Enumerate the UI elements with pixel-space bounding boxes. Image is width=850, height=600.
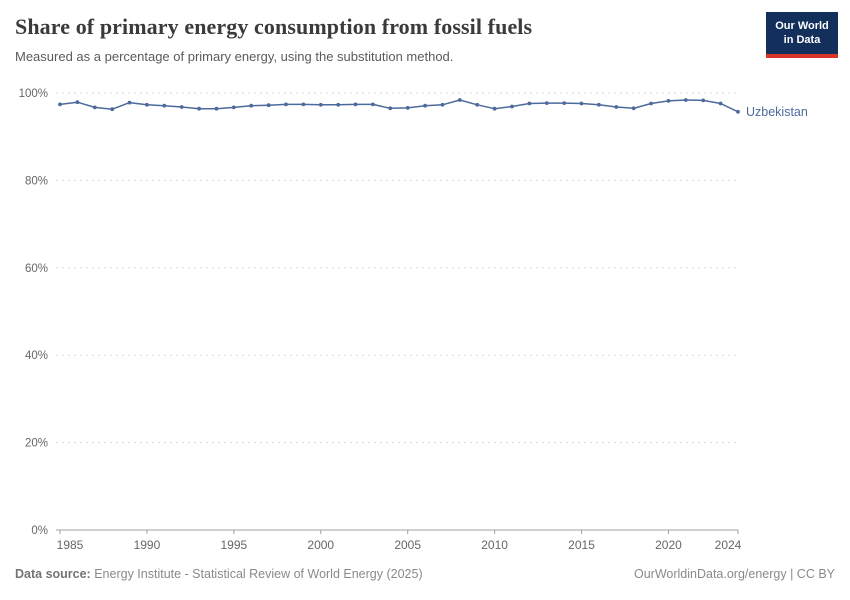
logo-line1: Our World (775, 20, 829, 32)
data-point[interactable] (666, 99, 671, 103)
x-axis-label: 2000 (307, 538, 334, 552)
data-line[interactable] (59, 99, 739, 113)
y-axis-label: 0% (31, 525, 48, 537)
data-point[interactable] (371, 102, 375, 107)
x-axis-label: 2020 (655, 538, 682, 552)
data-point[interactable] (579, 101, 584, 106)
data-point[interactable] (336, 102, 341, 107)
data-point[interactable] (75, 100, 80, 105)
data-point[interactable] (266, 103, 271, 108)
data-point[interactable] (405, 106, 410, 110)
x-axis-label: 1985 (57, 538, 84, 552)
x-axis-label: 2024 (715, 538, 742, 552)
data-point[interactable] (736, 109, 740, 114)
page-title: Share of primary energy consumption from… (15, 14, 533, 39)
data-point[interactable] (457, 98, 462, 102)
data-point[interactable] (92, 105, 97, 110)
data-point[interactable] (527, 101, 532, 106)
data-point[interactable] (162, 103, 167, 108)
footer-license-link[interactable]: OurWorldinData.org/energy | CC BY (633, 567, 835, 581)
data-point[interactable] (475, 102, 480, 107)
data-point[interactable] (179, 105, 184, 109)
data-source: Data source: Energy Institute - Statisti… (15, 567, 423, 581)
data-point[interactable] (249, 103, 254, 108)
chart-subtitle: Measured as a percentage of primary ener… (15, 49, 454, 64)
data-point[interactable] (284, 102, 288, 107)
data-point[interactable] (544, 101, 549, 105)
series-label: Uzbekistan (746, 105, 808, 119)
data-point[interactable] (631, 106, 636, 111)
data-point[interactable] (597, 102, 601, 107)
data-point[interactable] (683, 98, 688, 102)
data-point[interactable] (718, 101, 723, 106)
x-axis-label: 1990 (134, 538, 161, 552)
data-point[interactable] (145, 102, 149, 107)
data-point[interactable] (353, 102, 358, 107)
logo-line2: in Data (783, 34, 821, 47)
data-point[interactable] (214, 106, 219, 111)
y-axis-label: 40% (25, 350, 48, 362)
y-axis-label: 100% (19, 88, 48, 100)
data-point[interactable] (440, 102, 445, 107)
line-chart[interactable]: 0% 20% 40% 60% 80% 100% 1985 1990 1995 2000 2005 20… (0, 0, 850, 560)
data-point[interactable] (231, 105, 236, 110)
data-source-text: Energy Institute - Statistical Review of… (94, 567, 423, 581)
x-axis-label: 1995 (220, 538, 247, 552)
data-point[interactable] (127, 100, 132, 105)
data-point[interactable] (301, 102, 306, 107)
data-point[interactable] (614, 105, 619, 109)
data-point[interactable] (58, 102, 62, 107)
chart-footer: Data source: Energy Institute - Statisti… (15, 567, 835, 581)
data-point[interactable] (388, 106, 393, 111)
data-point[interactable] (423, 103, 427, 108)
y-axis-label: 20% (25, 438, 48, 450)
data-source-label: Data source: (15, 567, 91, 581)
data-point[interactable] (510, 104, 514, 109)
data-point[interactable] (197, 106, 202, 111)
x-axis-label: 2005 (394, 538, 421, 552)
x-axis-label: 2015 (568, 538, 595, 552)
data-point[interactable] (701, 98, 706, 103)
data-point[interactable] (318, 102, 323, 107)
y-axis-label: 80% (25, 175, 48, 187)
y-axis-label: 60% (25, 263, 48, 275)
data-point[interactable] (562, 101, 567, 105)
data-point[interactable] (649, 101, 653, 106)
owid-logo[interactable]: Our World in Data (766, 12, 838, 58)
x-axis-label: 2010 (481, 538, 508, 552)
data-point[interactable] (492, 106, 497, 111)
data-point[interactable] (110, 107, 115, 112)
